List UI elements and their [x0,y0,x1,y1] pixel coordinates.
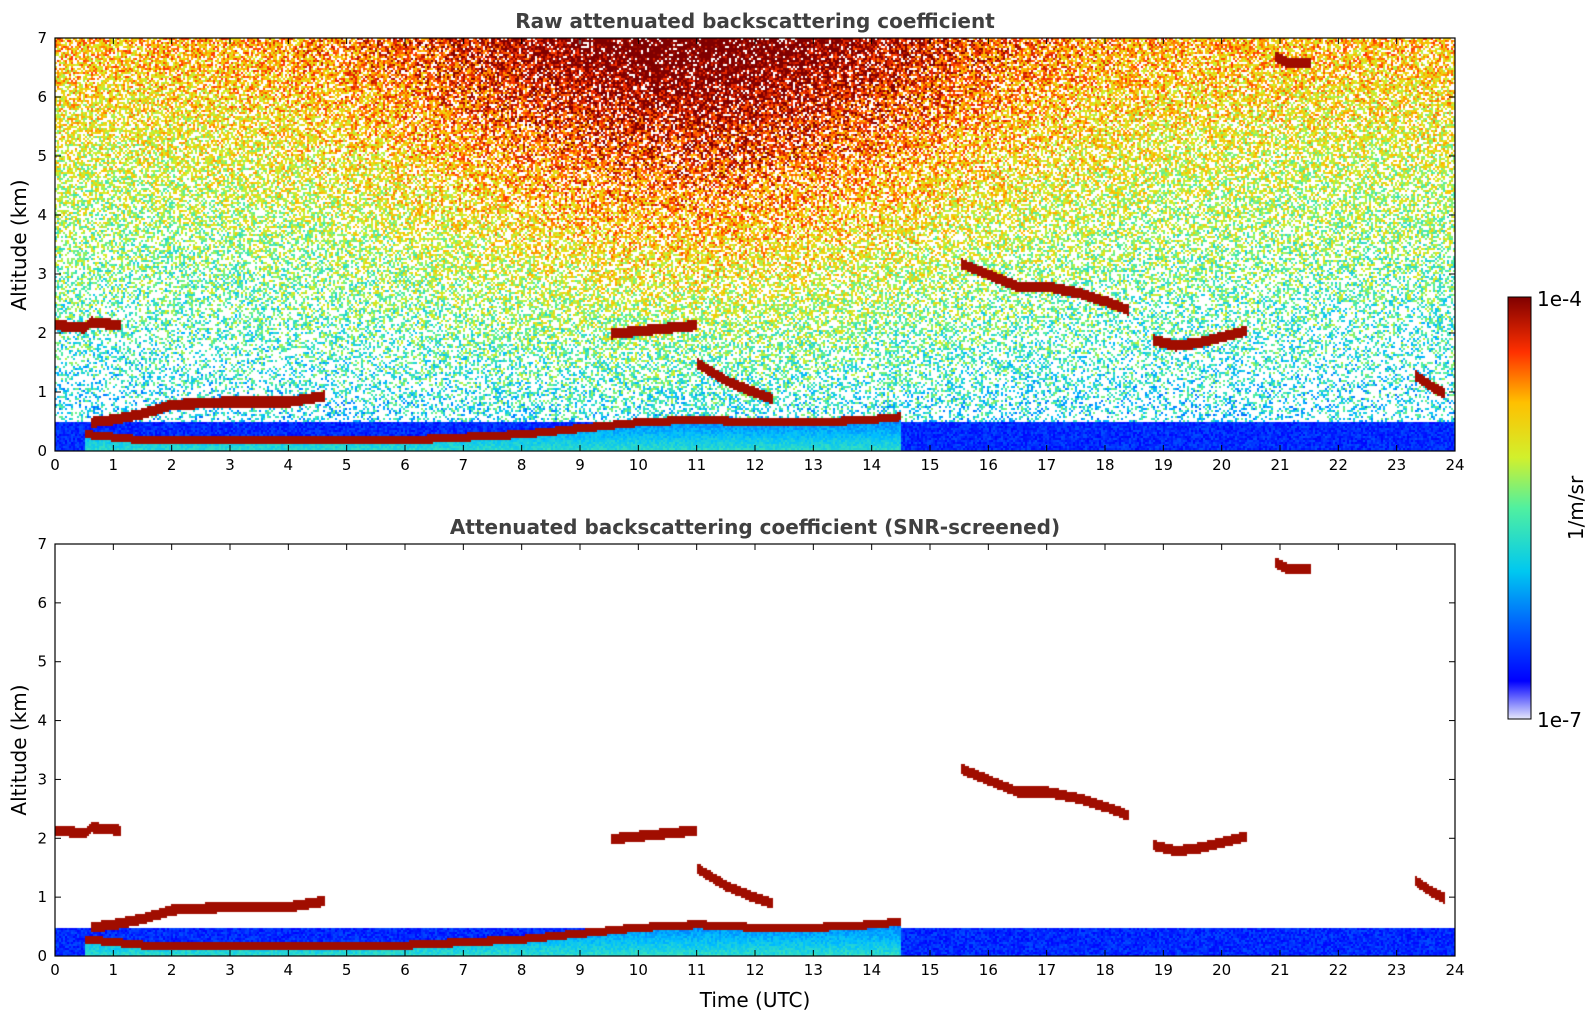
x-tick-label: 8 [517,961,527,979]
x-tick-label: 4 [284,456,294,474]
y-tick-label: 7 [37,29,47,47]
x-tick-label: 14 [862,961,881,979]
y-tick-label: 3 [37,770,47,788]
y-axis-label: Altitude (km) [7,179,31,310]
x-tick-label: 6 [400,961,410,979]
panel-title: Attenuated backscattering coefficient (S… [450,515,1060,539]
x-tick-label: 7 [459,456,469,474]
x-tick-label: 10 [629,456,648,474]
x-tick-label: 11 [687,961,706,979]
y-tick-label: 0 [37,947,47,965]
x-tick-label: 5 [342,961,352,979]
axis-ticks: 0 1 2 3 4 5 6 7 8 9 10 11 12 13 14 15 16 17 18 19 20 21 22 23 24… [37,29,1464,474]
x-tick-label: 19 [1154,456,1173,474]
y-axis-label: Altitude (km) [7,684,31,815]
x-tick-label: 16 [979,456,998,474]
x-tick-label: 18 [1095,456,1114,474]
x-tick-label: 8 [517,456,527,474]
x-tick-label: 10 [629,961,648,979]
x-tick-label: 15 [920,456,939,474]
x-tick-label: 21 [1270,961,1289,979]
x-tick-label: 19 [1154,961,1173,979]
x-tick-label: 20 [1212,456,1231,474]
x-tick-label: 9 [575,961,585,979]
x-tick-label: 12 [745,456,764,474]
y-tick-label: 4 [37,206,47,224]
x-tick-label: 3 [225,961,235,979]
y-tick-label: 5 [37,147,47,165]
x-tick-label: 5 [342,456,352,474]
x-axis-label: Time (UTC) [699,988,811,1012]
x-tick-label: 18 [1095,961,1114,979]
colorbar-label: 1/m/sr [1564,475,1588,540]
y-tick-label: 4 [37,712,47,730]
screened-backscatter-panel: Attenuated backscattering coefficient (S… [7,515,1465,1012]
x-tick-label: 13 [804,456,823,474]
x-tick-label: 20 [1212,961,1231,979]
x-tick-label: 22 [1329,961,1348,979]
panel-title: Raw attenuated backscattering coefficien… [515,9,995,33]
y-tick-label: 1 [37,888,47,906]
x-tick-label: 24 [1445,961,1464,979]
colorbar: 1e-4 1e-7 1/m/sr [1507,287,1588,732]
x-tick-label: 7 [459,961,469,979]
y-tick-label: 3 [37,265,47,283]
x-tick-label: 15 [920,961,939,979]
x-tick-label: 23 [1387,961,1406,979]
x-tick-label: 23 [1387,456,1406,474]
x-tick-label: 17 [1037,961,1056,979]
y-tick-label: 5 [37,653,47,671]
x-tick-label: 24 [1445,456,1464,474]
x-tick-label: 4 [284,961,294,979]
y-tick-label: 7 [37,535,47,553]
y-tick-label: 6 [37,88,47,106]
x-tick-label: 2 [167,456,177,474]
x-tick-label: 22 [1329,456,1348,474]
colorbar-gradient [1507,296,1532,720]
x-tick-label: 3 [225,456,235,474]
x-tick-label: 6 [400,456,410,474]
heatmap-image [55,544,1455,956]
x-tick-label: 14 [862,456,881,474]
heatmap-image [55,38,1455,451]
x-tick-label: 12 [745,961,764,979]
x-tick-label: 13 [804,961,823,979]
x-tick-label: 0 [50,456,60,474]
x-tick-label: 16 [979,961,998,979]
x-tick-label: 0 [50,961,60,979]
y-tick-label: 0 [37,442,47,460]
y-tick-label: 6 [37,594,47,612]
x-tick-label: 1 [109,456,119,474]
y-tick-label: 2 [37,324,47,342]
y-tick-label: 1 [37,383,47,401]
colorbar-max-label: 1e-4 [1537,287,1582,311]
x-tick-label: 9 [575,456,585,474]
raw-backscatter-panel: Raw attenuated backscattering coefficien… [7,9,1465,474]
colorbar-min-label: 1e-7 [1537,708,1582,732]
x-tick-label: 2 [167,961,177,979]
axis-ticks: 0 1 2 3 4 5 6 7 8 9 10 11 12 13 14 15 16 17 18 19 20 21 22 23 24… [37,535,1464,979]
x-tick-label: 11 [687,456,706,474]
x-tick-label: 1 [109,961,119,979]
x-tick-label: 17 [1037,456,1056,474]
y-tick-label: 2 [37,829,47,847]
x-tick-label: 21 [1270,456,1289,474]
